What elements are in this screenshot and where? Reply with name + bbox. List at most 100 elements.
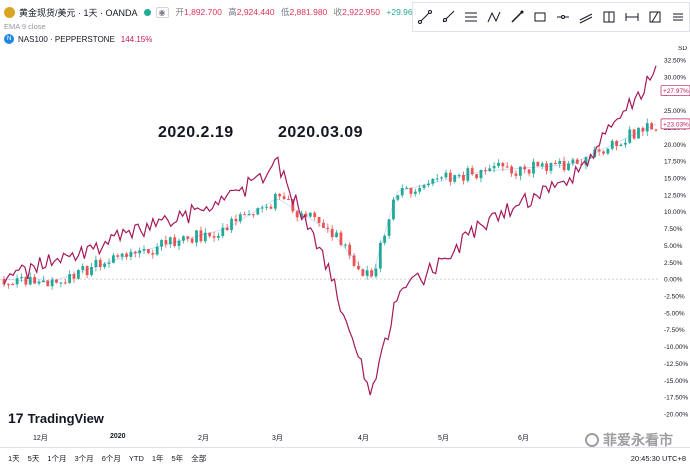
trendline-icon[interactable] <box>415 7 435 27</box>
gold-candle <box>453 175 456 182</box>
visibility-eye-icon[interactable]: ◉ <box>156 7 169 18</box>
gold-candle <box>436 179 439 180</box>
range-ytd[interactable]: YTD <box>129 454 144 463</box>
text-icon[interactable] <box>645 7 665 27</box>
gold-candle <box>7 284 10 285</box>
compare-legend[interactable]: N NAS100 · PEPPERSTONE 144.15% <box>4 34 152 44</box>
price-axis-label: -2.50% <box>664 294 685 301</box>
price-axis-label: -20.00% <box>664 412 688 419</box>
gold-candle <box>528 169 531 173</box>
nas100-last-badge: +27.97% <box>663 88 689 95</box>
gold-candle <box>112 255 115 262</box>
gold-candle <box>16 278 19 284</box>
fib-icon[interactable] <box>461 7 481 27</box>
gold-candle <box>375 269 378 277</box>
annotation-2020-03-09: 2020.03.09 <box>278 124 363 142</box>
gold-candle <box>287 199 290 200</box>
gold-candle <box>121 254 124 257</box>
range-5y[interactable]: 5年 <box>172 453 184 464</box>
gold-candle <box>270 207 273 209</box>
range-1d[interactable]: 1天 <box>8 453 20 464</box>
gold-candle <box>558 161 561 164</box>
brush-icon[interactable] <box>507 7 527 27</box>
gold-candle <box>309 213 312 217</box>
gold-candle <box>602 151 605 153</box>
gold-candle <box>497 163 500 166</box>
wechat-icon <box>585 433 599 447</box>
gold-candle <box>563 161 566 170</box>
gold-candle <box>326 228 329 229</box>
gold-candle <box>423 185 426 188</box>
parallel-channel-icon[interactable] <box>576 7 596 27</box>
gold-candle <box>278 194 281 196</box>
gold-candle <box>38 282 41 283</box>
drawing-toolbar <box>412 2 690 32</box>
gold-candle <box>536 162 539 166</box>
range-all[interactable]: 全部 <box>191 453 206 464</box>
price-axis-label: 2.50% <box>664 260 683 267</box>
gold-candle <box>510 167 513 174</box>
ema-indicator-label[interactable]: EMA 9 close <box>4 22 46 31</box>
horizontal-line-icon[interactable] <box>553 7 573 27</box>
more-icon[interactable] <box>668 7 688 27</box>
gold-candle <box>81 266 84 270</box>
gold-candle <box>646 123 649 131</box>
gold-candle <box>357 266 360 269</box>
gold-candle <box>20 277 23 278</box>
price-range-icon[interactable] <box>599 7 619 27</box>
price-axis-label: 12.50% <box>664 192 686 199</box>
zigzag-icon[interactable] <box>484 7 504 27</box>
gold-candle <box>501 163 504 166</box>
xaxis-label: 2月 <box>198 433 209 443</box>
gold-candle <box>252 214 255 215</box>
gold-candle <box>46 280 49 286</box>
gold-candle <box>99 260 102 267</box>
gold-candle <box>265 207 268 208</box>
ray-icon[interactable] <box>438 7 458 27</box>
annotation-2020-2-19: 2020.2.19 <box>158 124 234 142</box>
gold-candle <box>103 264 106 267</box>
gold-candle <box>637 128 640 139</box>
gold-candle <box>217 236 220 238</box>
gold-candle <box>296 211 299 217</box>
price-axis-label: 15.00% <box>664 176 686 183</box>
xaxis-label: 4月 <box>358 433 369 443</box>
symbol-title[interactable]: 黄金现货/美元 · 1天 · OANDA <box>19 6 138 19</box>
range-3m[interactable]: 3个月 <box>75 453 94 464</box>
range-1m[interactable]: 1个月 <box>47 453 66 464</box>
gold-candle <box>606 149 609 154</box>
gold-candle <box>116 255 119 256</box>
range-1y[interactable]: 1年 <box>152 453 164 464</box>
price-axis-corner: SD <box>678 46 687 52</box>
gold-candle <box>401 188 404 195</box>
gold-candle <box>173 237 176 246</box>
gold-candle <box>440 177 443 178</box>
price-chart[interactable]: 32.50%30.00%27.50%25.00%22.50%20.00%17.5… <box>0 46 690 430</box>
gold-candle <box>344 245 347 246</box>
gold-candle <box>274 194 277 209</box>
gold-candle <box>655 129 658 130</box>
gold-candle <box>515 173 518 175</box>
gold-candle <box>64 282 67 283</box>
date-range-icon[interactable] <box>622 7 642 27</box>
price-axis-label: -12.50% <box>664 361 688 368</box>
rectangle-icon[interactable] <box>530 7 550 27</box>
gold-candle <box>11 284 14 285</box>
price-axis-label: 25.00% <box>664 108 686 115</box>
clock[interactable]: 20:45:30 UTC+8 <box>631 454 686 463</box>
gold-symbol-icon <box>4 7 15 18</box>
gold-candle <box>410 188 413 194</box>
range-6m[interactable]: 6个月 <box>102 453 121 464</box>
high-value: 2,924.440 <box>237 7 275 17</box>
tradingview-logo[interactable]: 17 TradingView <box>8 410 104 426</box>
gold-candle <box>235 219 238 221</box>
gold-candle <box>615 141 618 146</box>
gold-candle <box>379 243 382 269</box>
nas-symbol-icon: N <box>4 34 14 44</box>
gold-candle <box>165 240 168 244</box>
gold-candle <box>33 277 36 284</box>
ema-line <box>4 124 656 282</box>
gold-candle <box>283 196 286 199</box>
range-5d[interactable]: 5天 <box>28 453 40 464</box>
compare-symbol: NAS100 · PEPPERSTONE <box>18 35 115 44</box>
